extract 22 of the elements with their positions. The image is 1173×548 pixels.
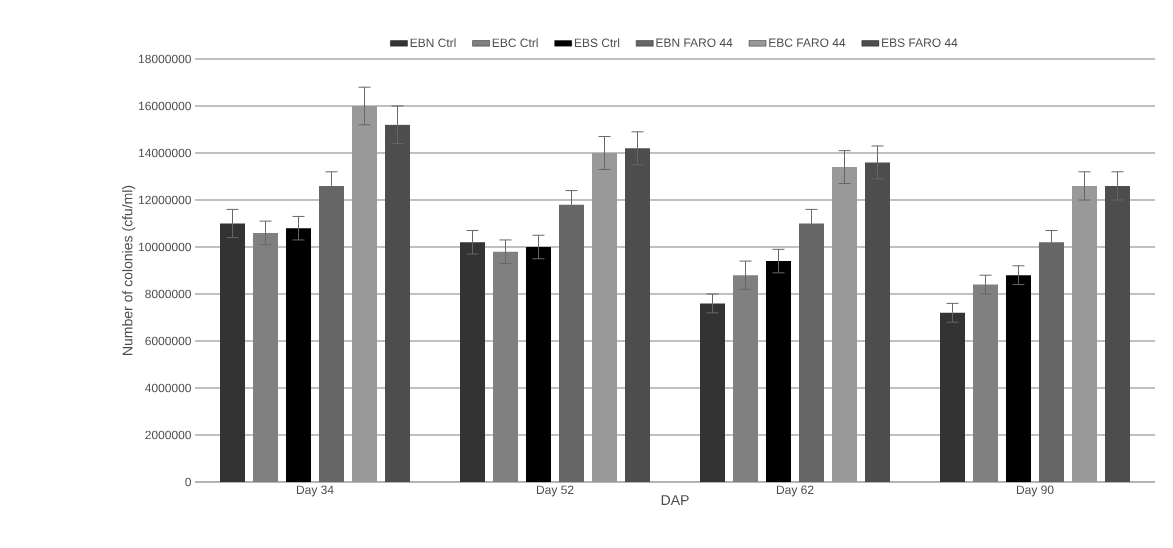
y-tick-label: 0 — [185, 477, 192, 487]
legend-label: EBN FARO 44 — [656, 38, 733, 47]
y-tick-label: 2000000 — [145, 430, 191, 440]
x-tick-label: Day 62 — [776, 485, 814, 497]
legend-label: EBN Ctrl — [410, 38, 456, 48]
legend-label: EBS FARO 44 — [882, 38, 958, 47]
y-tick-label: 8000000 — [145, 289, 191, 299]
y-tick-label: 10000000 — [139, 242, 191, 252]
y-axis-title: Number of colonies (cfu/ml) — [122, 185, 136, 355]
y-tick-label: 6000000 — [145, 336, 191, 346]
y-tick-label: 16000000 — [139, 101, 191, 111]
legend-label: EBC FARO 44 — [769, 38, 846, 47]
x-tick-label: Day 90 — [1016, 485, 1054, 497]
y-tick-label: 4000000 — [145, 383, 191, 393]
legend-label: EBS Ctrl — [574, 38, 620, 48]
x-tick-label: Day 52 — [536, 485, 574, 497]
y-tick-label: 12000000 — [139, 195, 191, 205]
y-tick-label: 14000000 — [139, 148, 191, 158]
legend-label: EBC Ctrl — [492, 38, 538, 48]
x-axis-title: DAP — [661, 495, 689, 505]
x-tick-label: Day 34 — [296, 485, 334, 497]
y-tick-label: 18000000 — [139, 54, 191, 64]
